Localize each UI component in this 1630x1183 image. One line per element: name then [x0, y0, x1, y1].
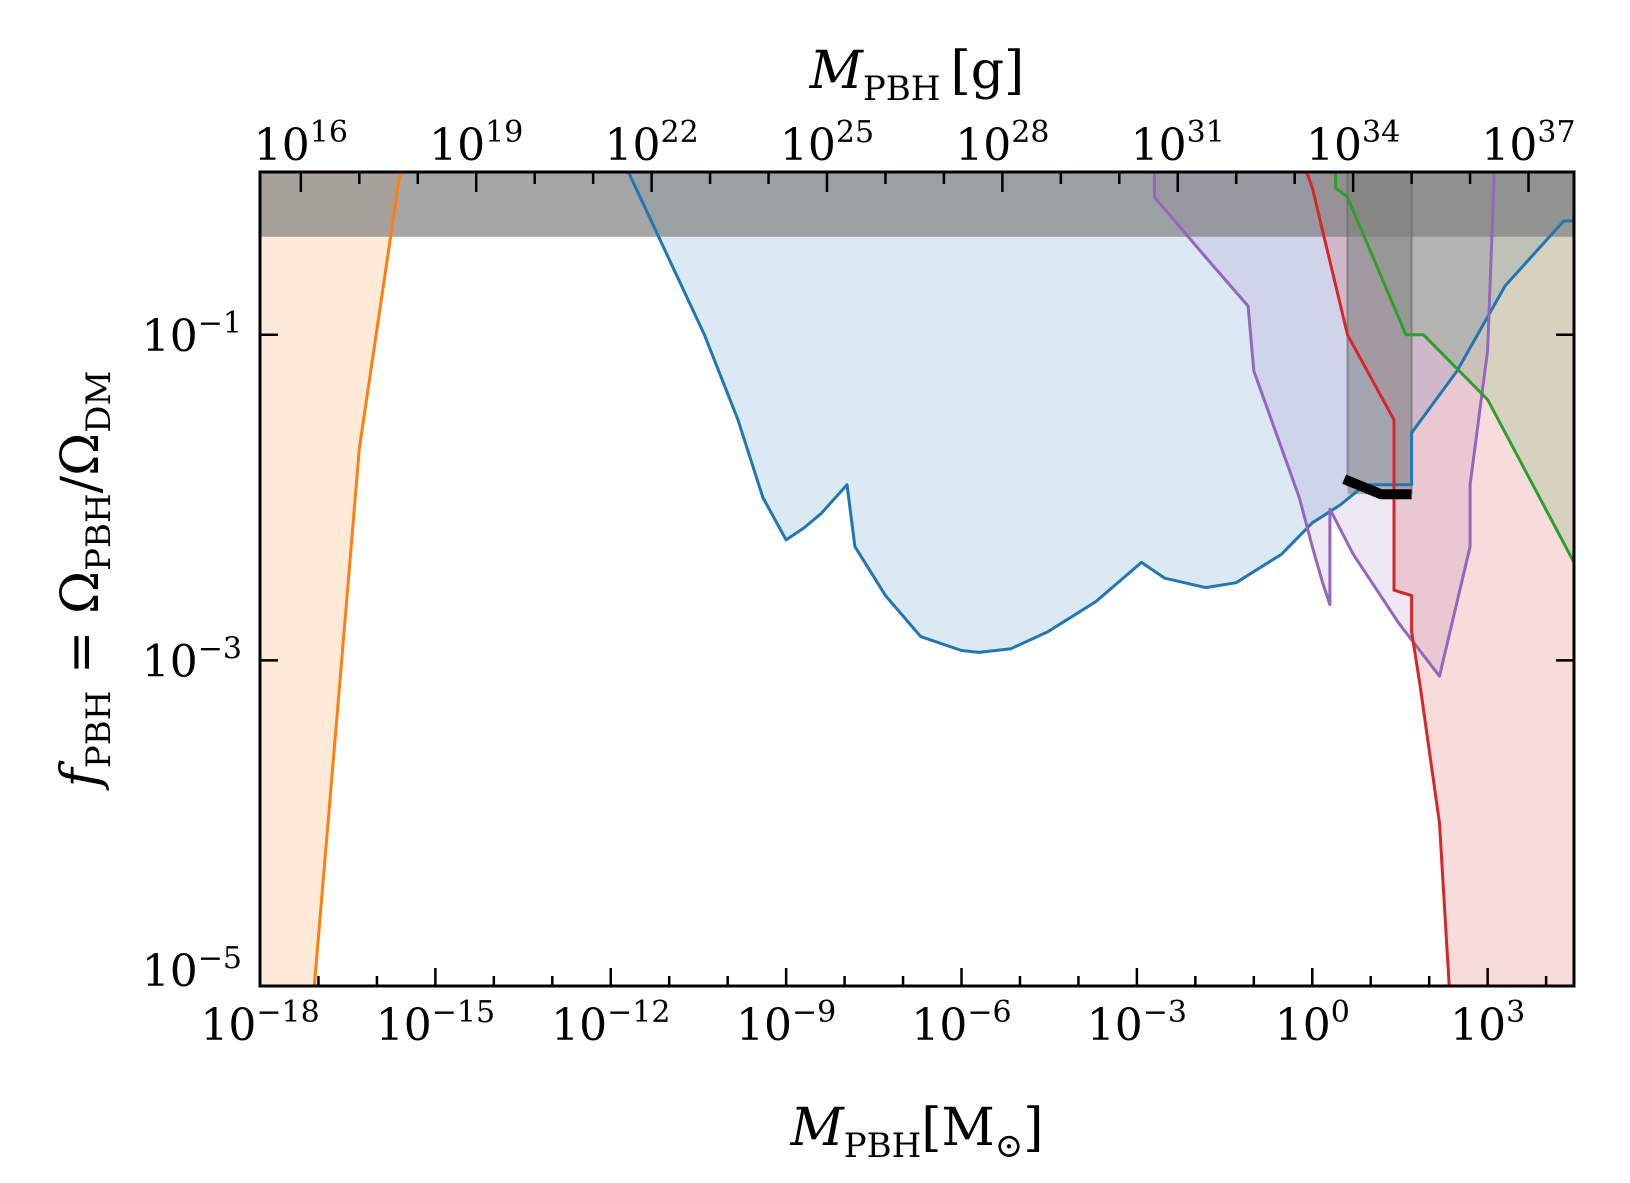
plot-frame	[258, 170, 1576, 988]
x-tick-label: 10−9	[736, 995, 836, 1051]
x-axis-title-main: M	[789, 1098, 845, 1158]
x-tick-label-exponent: −6	[967, 995, 1011, 1030]
top-tick-label-exponent: 28	[1011, 115, 1049, 150]
region-fill-0	[260, 172, 401, 986]
top-tick-label-base: 10	[780, 120, 836, 171]
x-tick-label-base: 10	[1087, 1000, 1143, 1051]
x-tick-label-base: 10	[551, 1000, 607, 1051]
x-axis-title-sub: PBH	[844, 1126, 922, 1166]
top-tick-label: 1031	[1131, 115, 1225, 171]
x-axis-title-unit: [M	[921, 1098, 995, 1158]
constraint-curve-4	[1334, 172, 1576, 564]
axis-ticks	[258, 172, 1574, 988]
top-tick-label-base: 10	[1131, 120, 1187, 171]
x-tick-label-exponent: 3	[1506, 995, 1525, 1030]
top-tick-label-exponent: 22	[661, 115, 699, 150]
x-tick-label-exponent: 0	[1331, 995, 1350, 1030]
top-tick-label-exponent: 31	[1187, 115, 1225, 150]
y-axis-title-lhs-sub: PBH	[79, 691, 119, 769]
top-tick-label: 1028	[955, 115, 1049, 171]
x-tick-label: 10−18	[200, 995, 319, 1051]
x-tick-label-base: 10	[1275, 1000, 1331, 1051]
x-tick-label-base: 10	[376, 1000, 432, 1051]
top-tick-label-base: 10	[1306, 120, 1362, 171]
y-axis-title-num-sub: PBH	[79, 493, 119, 571]
top-tick-label: 1034	[1306, 115, 1400, 171]
top-tick-label-base: 10	[429, 120, 485, 171]
x-axis-title-unit-sub: ⊙	[995, 1126, 1024, 1166]
y-tick-label: 10−3	[142, 631, 242, 687]
top-tick-label: 1016	[254, 115, 348, 171]
x-tick-label-exponent: −15	[432, 995, 495, 1030]
top-tick-label-base: 10	[1481, 120, 1537, 171]
top-tick-label: 1025	[780, 115, 874, 171]
x-tick-label-base: 10	[1450, 1000, 1506, 1051]
top-tick-label: 1022	[605, 115, 699, 171]
top-tick-label-exponent: 25	[836, 115, 874, 150]
y-axis-title-slash: /Ω	[51, 433, 111, 494]
x-axis-title: MPBH[M⊙]	[789, 1098, 1043, 1166]
x-tick-label-exponent: −9	[792, 995, 836, 1030]
top-tick-label-exponent: 37	[1537, 115, 1575, 150]
top-tick-label-exponent: 19	[485, 115, 523, 150]
x-tick-label: 10−15	[376, 995, 495, 1051]
x-tick-label-exponent: −12	[607, 995, 670, 1030]
y-axis-title-eq: = Ω	[51, 571, 111, 691]
top-axis-title-sub: PBH	[863, 69, 941, 109]
y-tick-label-exponent: −5	[198, 941, 242, 976]
x-tick-label-base: 10	[911, 1000, 967, 1051]
y-tick-label-exponent: −3	[198, 631, 242, 666]
top-tick-label: 1037	[1481, 115, 1575, 171]
top-tick-label-base: 10	[254, 120, 310, 171]
y-tick-label: 10−5	[142, 941, 242, 997]
top-tick-label: 1019	[429, 115, 523, 171]
constraint-curve-2	[1153, 171, 1496, 678]
top-tick-label-exponent: 16	[310, 115, 348, 150]
x-tick-label-base: 10	[736, 1000, 792, 1051]
constraint-curve-1	[627, 171, 1574, 654]
x-axis-title-close: ]	[1023, 1098, 1043, 1158]
x-tick-label: 10−3	[1087, 995, 1187, 1051]
y-axis-title-den-sub: DM	[79, 371, 119, 433]
constraint-curve-3	[1305, 171, 1574, 988]
y-axis-title: fPBH = ΩPBH/ΩDM	[51, 371, 119, 792]
x-tick-label-exponent: −18	[256, 995, 319, 1030]
x-tick-label-base: 10	[200, 1000, 256, 1051]
top-axis-title-unit: [g]	[950, 41, 1024, 101]
top-axis-title-main: M	[809, 41, 865, 101]
y-tick-label-base: 10	[142, 311, 198, 362]
y-tick-label-base: 10	[142, 946, 198, 997]
x-tick-label: 103	[1450, 995, 1525, 1051]
top-tick-label-base: 10	[605, 120, 661, 171]
black-bar-marker	[1342, 474, 1412, 500]
constraint-regions	[260, 172, 1574, 986]
y-tick-label: 10−1	[142, 306, 242, 362]
top-tick-label-base: 10	[955, 120, 1011, 171]
x-tick-label: 100	[1275, 995, 1350, 1051]
top-tick-label-exponent: 34	[1362, 115, 1400, 150]
x-tick-label: 10−12	[551, 995, 670, 1051]
x-tick-label: 10−6	[911, 995, 1011, 1051]
y-tick-label-exponent: −1	[198, 306, 242, 341]
y-tick-label-base: 10	[142, 636, 198, 687]
top-axis-title: MPBH [g]	[809, 41, 1025, 109]
x-tick-label-exponent: −3	[1143, 995, 1187, 1030]
